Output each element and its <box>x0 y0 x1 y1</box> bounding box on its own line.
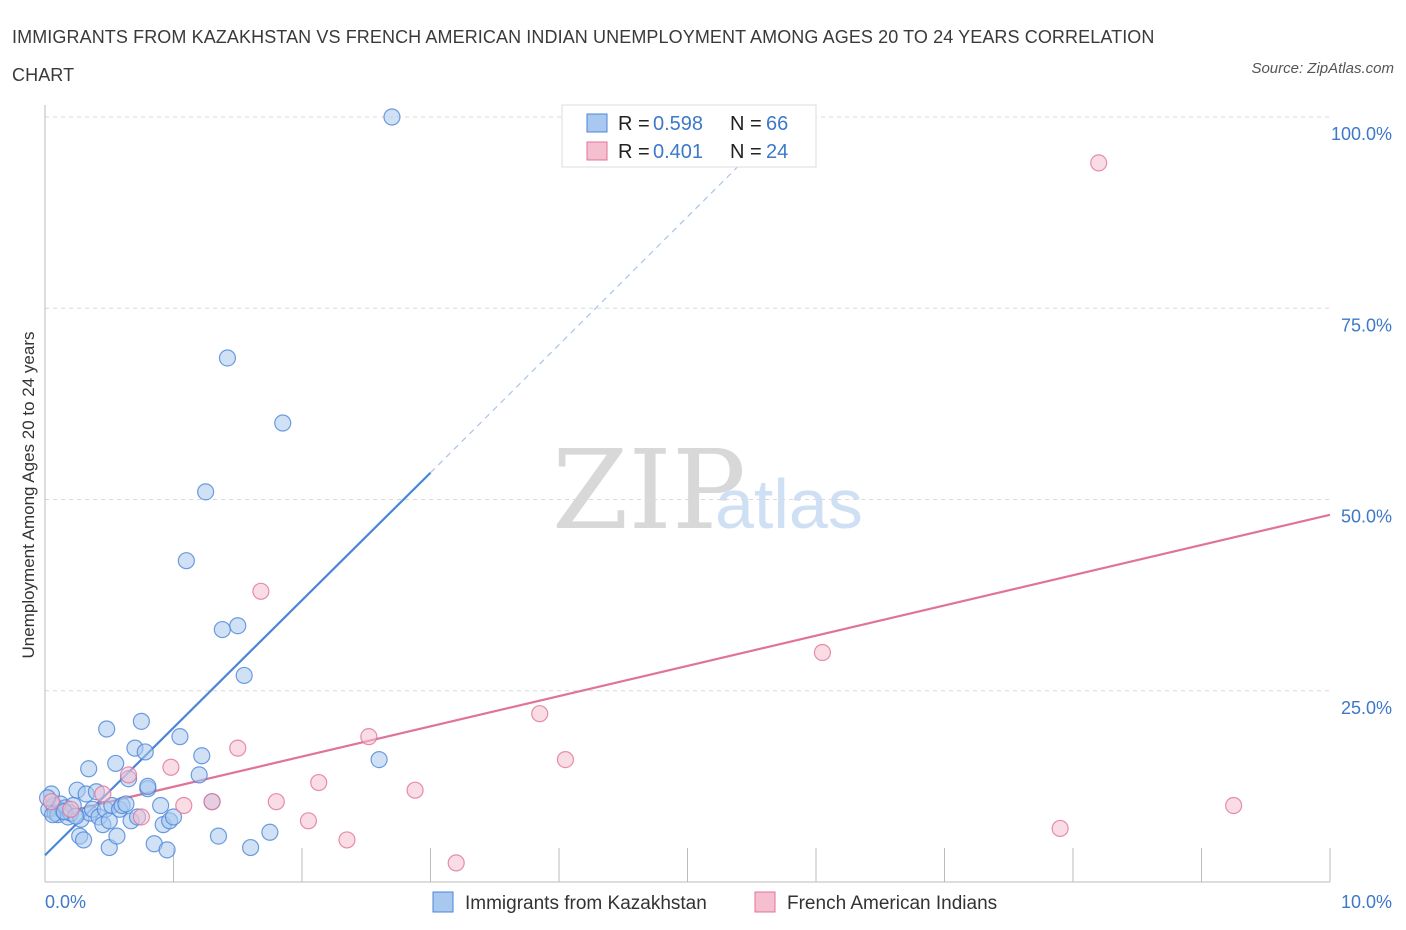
kazakhstan-point-55 <box>229 617 247 635</box>
french-american-indian-point-11 <box>299 812 318 830</box>
kazakhstan-point-23 <box>98 720 116 738</box>
french-american-indian-point-1 <box>62 800 80 818</box>
trendline-french-american-indians <box>44 513 1331 819</box>
kazakhstan-point-46 <box>171 728 189 746</box>
tick-labels: 100.0% 75.0% 50.0% 25.0% 0.0% 10.0% <box>45 124 1392 912</box>
bottom-legend-label-kazakhstan: Immigrants from Kazakhstan <box>465 893 707 914</box>
french-american-indian-point-5 <box>162 758 180 776</box>
kazakhstan-point-57 <box>242 838 260 857</box>
kazakhstan-point-37 <box>136 743 154 761</box>
french-american-indian-point-2 <box>94 785 112 803</box>
french-american-indian-point-4 <box>132 808 150 826</box>
x-tick-label-min: 0.0% <box>45 892 86 912</box>
y-tick-label-25: 25.0% <box>1341 698 1392 718</box>
bottom-legend-swatch-french-american-indians <box>754 891 776 913</box>
legend-n-value-1: 66 <box>766 113 788 135</box>
kazakhstan-point-39 <box>139 777 157 795</box>
french-american-indian-point-17 <box>531 705 549 723</box>
x-tick-label-max: 10.0% <box>1341 892 1392 912</box>
kazakhstan-point-45 <box>164 808 183 826</box>
kazakhstan-point-60 <box>370 750 388 769</box>
kazakhstan-point-16 <box>80 760 98 778</box>
data-points <box>38 108 1243 872</box>
french-american-indian-point-3 <box>119 766 138 784</box>
watermark-zip: ZIP <box>552 426 746 554</box>
y-tick-label-100: 100.0% <box>1331 124 1392 144</box>
kazakhstan-point-43 <box>158 841 176 859</box>
watermark-atlas: atlas <box>715 465 863 543</box>
legend-r-value-2: 0.401 <box>653 141 703 163</box>
french-american-indian-point-20 <box>813 643 832 662</box>
kazakhstan-point-54 <box>218 349 237 367</box>
series-legend: Immigrants from Kazakhstan French Americ… <box>432 891 997 914</box>
french-american-indian-point-0 <box>42 793 61 811</box>
french-american-indian-point-23 <box>1225 796 1243 815</box>
french-american-indian-point-6 <box>175 796 193 815</box>
french-american-indian-point-22 <box>1090 154 1108 172</box>
chart-title: IMMIGRANTS FROM KAZAKHSTAN VS FRENCH AME… <box>12 27 1155 85</box>
kazakhstan-point-52 <box>209 827 228 845</box>
kazakhstan-point-49 <box>193 747 211 765</box>
legend-r-value-1: 0.598 <box>653 113 703 135</box>
bottom-legend-label-french-american-indians: French American Indians <box>787 893 997 914</box>
kazakhstan-point-53 <box>213 620 231 639</box>
french-american-indian-point-8 <box>229 739 247 757</box>
french-american-indian-point-18 <box>556 750 575 769</box>
french-american-indian-point-16 <box>447 854 465 872</box>
legend-n-label-2: N = <box>730 141 762 163</box>
kazakhstan-point-61 <box>383 108 401 126</box>
source-credit: Source: ZipAtlas.com <box>1251 60 1394 77</box>
kazakhstan-point-28 <box>108 827 126 845</box>
correlation-legend: R = 0.598 N = 66 R = 0.401 N = 24 <box>561 104 817 168</box>
bottom-legend-swatch-kazakhstan <box>432 891 454 913</box>
kazakhstan-point-58 <box>261 823 279 841</box>
gridlines <box>45 116 1330 692</box>
french-american-indian-point-15 <box>406 781 424 799</box>
kazakhstan-point-41 <box>152 796 170 815</box>
french-american-indian-point-13 <box>338 831 356 849</box>
kazakhstan-point-27 <box>107 754 125 773</box>
kazakhstan-point-50 <box>197 483 215 501</box>
y-tick-label-75: 75.0% <box>1341 315 1392 335</box>
kazakhstan-point-59 <box>274 414 292 432</box>
kazakhstan-point-31 <box>117 795 135 813</box>
french-american-indian-point-9 <box>252 582 270 600</box>
french-american-indian-point-7 <box>203 793 221 811</box>
legend-n-label-1: N = <box>730 113 762 135</box>
kazakhstan-point-47 <box>177 552 195 570</box>
french-american-indian-point-10 <box>267 793 285 811</box>
legend-swatch-kazakhstan <box>586 113 608 133</box>
y-tick-label-50: 50.0% <box>1341 507 1392 527</box>
kazakhstan-point-36 <box>132 712 150 730</box>
legend-r-label-1: R = <box>618 113 650 135</box>
legend-swatch-french-american-indians <box>586 141 608 161</box>
french-american-indian-point-12 <box>310 773 328 792</box>
kazakhstan-point-56 <box>235 666 253 685</box>
trendline-kazakhstan-extension <box>430 139 766 474</box>
french-american-indian-point-14 <box>360 728 378 746</box>
legend-r-label-2: R = <box>618 141 650 163</box>
french-american-indian-point-21 <box>1051 819 1069 838</box>
legend-n-value-2: 24 <box>766 141 788 163</box>
y-axis-label: Unemployment Among Ages 20 to 24 years <box>19 332 38 659</box>
kazakhstan-point-48 <box>190 766 208 784</box>
kazakhstan-point-14 <box>74 831 93 849</box>
